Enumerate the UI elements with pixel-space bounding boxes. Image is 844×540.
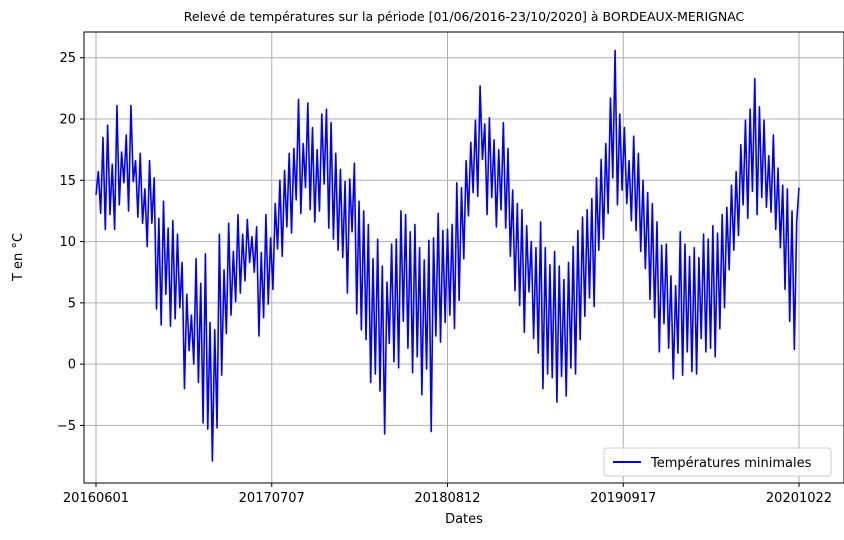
legend-box: [603, 447, 832, 477]
plot-frame: [83, 31, 844, 484]
legend-label: Températures minimales: [650, 456, 812, 471]
y-tick-label: 20: [59, 113, 76, 128]
x-tick-label: 20180812: [414, 491, 480, 506]
x-tick-label: 20190917: [590, 491, 656, 506]
x-tick-label: 20201022: [766, 491, 832, 506]
legend: Températures minimales: [603, 447, 832, 477]
y-tick-label: 15: [59, 174, 76, 189]
y-axis-label: T en °C: [11, 233, 26, 282]
series-line-0: [95, 49, 800, 462]
series-layer: [95, 49, 800, 462]
y-tick-label: 0: [68, 358, 76, 373]
y-tick-label: 25: [59, 51, 76, 66]
chart-title: Relevé de températures sur la période [0…: [184, 9, 745, 24]
x-axis-label: Dates: [445, 512, 483, 527]
y-tick-label: 10: [59, 235, 76, 250]
x-tick-label: 20170707: [239, 491, 305, 506]
y-tick-label: −5: [57, 419, 76, 434]
x-axis-ticks: 20160601 20170707 20180812 20190917 20201022: [63, 483, 832, 506]
x-tick-label: 20160601: [63, 491, 129, 506]
y-tick-label: 5: [68, 296, 76, 311]
y-axis-ticks: −5 0 5 10 15 20 25: [57, 51, 84, 434]
